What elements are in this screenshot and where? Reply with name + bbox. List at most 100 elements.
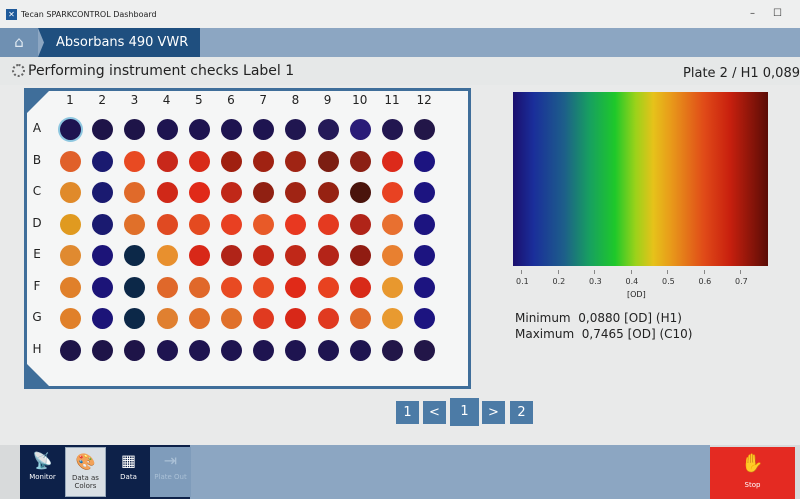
well-D12[interactable] [414,213,436,235]
well-A9[interactable] [317,119,339,140]
well-C12[interactable] [414,182,436,203]
well-D9[interactable] [317,213,339,235]
well-E10[interactable] [349,245,371,266]
well-C9[interactable] [317,182,339,203]
page-prev-button[interactable]: < [423,401,446,424]
well-E4[interactable] [156,245,178,266]
well-B3[interactable] [124,150,146,172]
well-B6[interactable] [221,150,242,172]
well-G8[interactable] [285,308,307,329]
well-H9[interactable] [317,339,339,361]
row-header[interactable]: C [32,184,42,198]
plate-out-button[interactable]: ⇥ Plate Out [150,447,191,497]
well-C3[interactable] [124,182,146,203]
column-header[interactable]: 3 [130,93,139,107]
column-header[interactable]: 1 [66,93,74,107]
well-F9[interactable] [317,276,339,298]
well-E6[interactable] [221,245,242,266]
well-D7[interactable] [253,213,275,235]
well-H8[interactable] [285,339,307,361]
well-G7[interactable] [253,308,275,329]
well-B12[interactable] [414,150,436,172]
well-B9[interactable] [317,150,339,172]
well-G3[interactable] [124,308,146,329]
well-B5[interactable] [188,150,210,172]
column-header[interactable]: 2 [98,93,106,107]
well-B10[interactable] [349,150,371,172]
well-B4[interactable] [156,150,178,172]
well-F12[interactable] [414,276,436,298]
well-D8[interactable] [285,213,307,235]
well-A3[interactable] [124,119,146,140]
well-E12[interactable] [414,245,436,266]
row-header[interactable]: H [32,341,42,356]
well-A5[interactable] [188,119,210,140]
well-C6[interactable] [221,182,242,203]
column-header[interactable]: 8 [291,93,300,107]
row-header[interactable]: G [32,310,42,324]
well-B8[interactable] [285,150,307,172]
well-D3[interactable] [124,213,146,235]
well-A2[interactable] [92,119,114,140]
column-header[interactable]: 4 [162,93,171,107]
well-B7[interactable] [253,150,275,172]
page-first-button[interactable]: 1 [396,401,419,424]
well-H5[interactable] [188,339,210,361]
well-D5[interactable] [188,213,210,235]
well-G12[interactable] [414,308,436,329]
page-last-button[interactable]: 2 [510,401,533,424]
well-D6[interactable] [221,213,242,235]
well-G2[interactable] [92,308,114,329]
well-H1[interactable] [60,339,81,361]
well-E2[interactable] [92,245,114,266]
well-B11[interactable] [382,150,403,172]
well-C4[interactable] [156,182,178,203]
row-header[interactable]: A [32,121,42,135]
well-F3[interactable] [124,276,146,298]
well-A6[interactable] [221,119,242,140]
page-next-button[interactable]: > [482,401,505,424]
well-A7[interactable] [253,119,275,140]
well-A8[interactable] [285,119,307,140]
well-G4[interactable] [156,308,178,329]
column-header[interactable]: 7 [259,93,267,107]
row-header[interactable]: E [33,247,41,261]
row-header[interactable]: D [32,215,42,230]
well-C11[interactable] [382,182,403,203]
well-G1[interactable] [60,308,81,329]
well-H7[interactable] [253,339,275,361]
well-E5[interactable] [188,245,210,266]
column-header[interactable]: 9 [323,93,332,107]
well-A4[interactable] [156,119,178,140]
well-G11[interactable] [382,308,403,329]
well-E8[interactable] [285,245,307,266]
well-C5[interactable] [188,182,210,203]
well-D11[interactable] [382,213,403,235]
well-E1[interactable] [60,245,81,266]
minimize-icon[interactable]: – [750,8,756,19]
well-C8[interactable] [285,182,307,203]
well-C2[interactable] [92,182,114,203]
well-D1[interactable] [60,213,81,235]
well-F5[interactable] [188,276,210,298]
well-H10[interactable] [349,339,371,361]
well-G6[interactable] [221,308,242,329]
well-E3[interactable] [124,245,146,266]
well-F10[interactable] [349,276,371,298]
page-current[interactable]: 1 [450,398,479,426]
well-B1[interactable] [60,150,81,172]
well-B2[interactable] [92,150,114,172]
monitor-button[interactable]: 📡 Monitor [22,447,63,497]
well-D2[interactable] [92,213,114,235]
column-header[interactable]: 12 [416,93,432,107]
well-A1[interactable] [60,119,81,140]
data-button[interactable]: ▦ Data [108,447,149,497]
well-A12[interactable] [414,119,436,140]
well-F4[interactable] [156,276,178,298]
well-G5[interactable] [188,308,210,329]
well-F8[interactable] [285,276,307,298]
well-H3[interactable] [124,339,146,361]
row-header[interactable]: B [32,152,42,167]
column-header[interactable]: 5 [194,93,203,107]
column-header[interactable]: 6 [227,93,235,107]
